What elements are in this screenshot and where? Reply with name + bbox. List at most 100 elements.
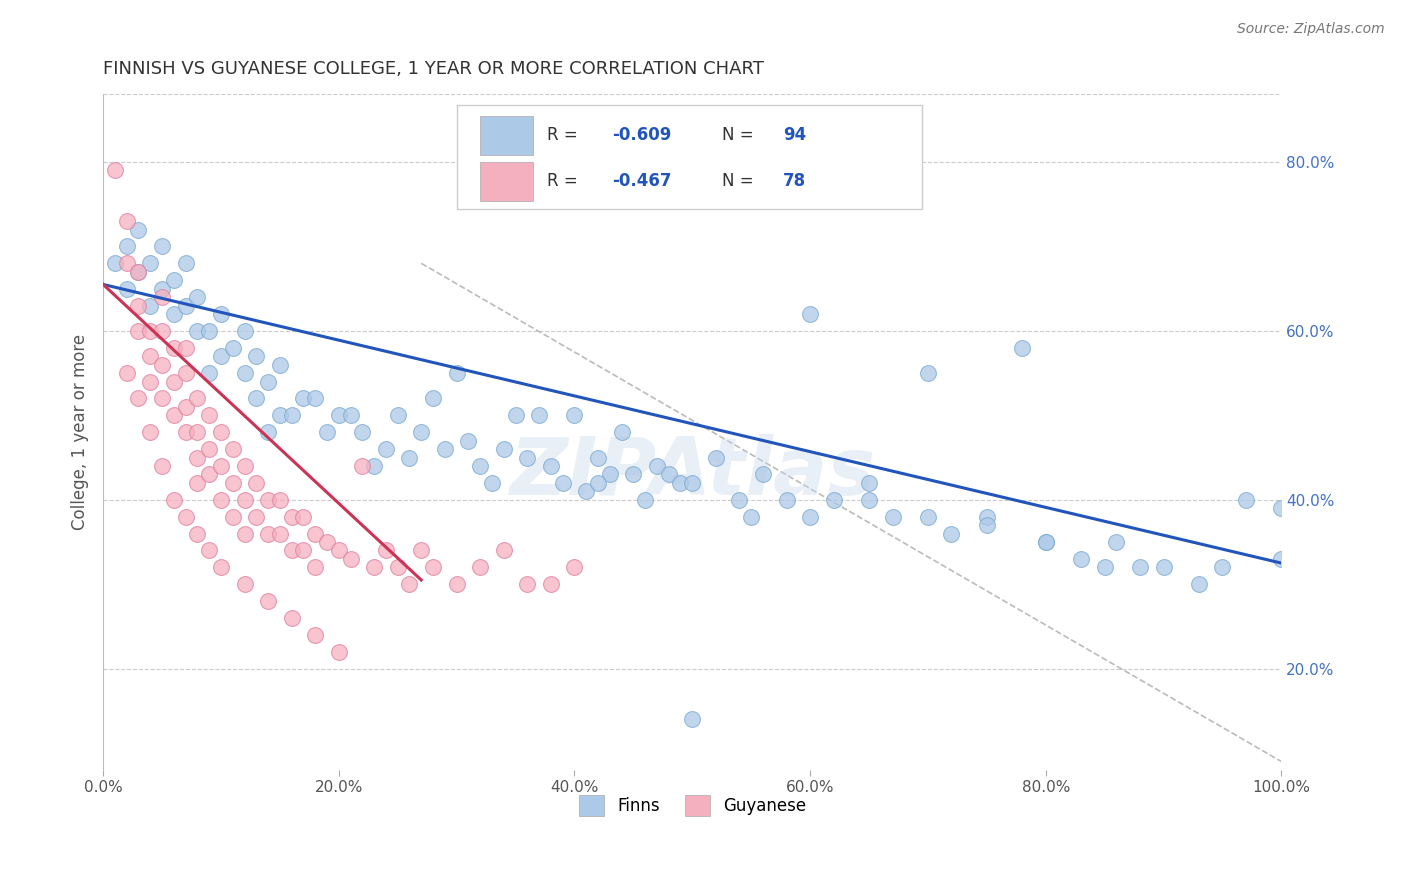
Point <box>139 425 162 440</box>
Point <box>339 552 361 566</box>
Point <box>150 324 173 338</box>
Point <box>269 526 291 541</box>
Point <box>209 307 232 321</box>
Point <box>669 475 692 490</box>
Point <box>222 442 245 456</box>
Point <box>186 392 208 406</box>
Point <box>422 560 444 574</box>
Point <box>139 256 162 270</box>
Point <box>186 475 208 490</box>
FancyBboxPatch shape <box>457 104 922 210</box>
Point <box>280 509 302 524</box>
Point <box>127 299 149 313</box>
Point <box>257 492 280 507</box>
Point <box>470 458 492 473</box>
Point <box>516 577 538 591</box>
Point <box>233 366 256 380</box>
Point <box>292 392 315 406</box>
Point <box>198 409 221 423</box>
Point <box>198 366 221 380</box>
Point <box>387 409 409 423</box>
Point <box>127 324 149 338</box>
Point <box>492 543 515 558</box>
Point <box>304 628 326 642</box>
Point <box>115 256 138 270</box>
Point <box>163 409 186 423</box>
Point <box>198 442 221 456</box>
Point <box>222 341 245 355</box>
Legend: Finns, Guyanese: Finns, Guyanese <box>572 789 813 822</box>
Point <box>352 458 374 473</box>
Point <box>316 425 339 440</box>
Point <box>681 712 703 726</box>
Point <box>198 543 221 558</box>
Point <box>115 282 138 296</box>
Point <box>374 442 396 456</box>
Point <box>280 611 302 625</box>
Point <box>352 425 374 440</box>
Point <box>292 543 315 558</box>
Point <box>139 375 162 389</box>
Point <box>245 349 267 363</box>
Point <box>681 475 703 490</box>
Point <box>339 409 361 423</box>
Point <box>1234 492 1257 507</box>
Point <box>387 560 409 574</box>
Point <box>233 458 256 473</box>
Point <box>198 324 221 338</box>
FancyBboxPatch shape <box>481 161 533 201</box>
Point <box>186 324 208 338</box>
Point <box>174 256 197 270</box>
Point <box>150 282 173 296</box>
Point <box>527 409 550 423</box>
Point <box>1035 535 1057 549</box>
Point <box>704 450 727 465</box>
Point <box>1070 552 1092 566</box>
Point <box>139 299 162 313</box>
Point <box>139 349 162 363</box>
Point <box>257 375 280 389</box>
Point <box>233 492 256 507</box>
Point <box>163 341 186 355</box>
Point <box>245 475 267 490</box>
Point <box>115 214 138 228</box>
Point <box>104 163 127 178</box>
Point <box>163 273 186 287</box>
Point <box>858 492 880 507</box>
Point <box>328 409 350 423</box>
Point <box>115 366 138 380</box>
Point <box>174 400 197 414</box>
Point <box>174 341 197 355</box>
Point <box>115 239 138 253</box>
Point <box>257 425 280 440</box>
Point <box>209 349 232 363</box>
Point <box>457 434 479 448</box>
Point <box>269 492 291 507</box>
Point <box>610 425 633 440</box>
Text: R =: R = <box>547 172 583 190</box>
Point <box>269 409 291 423</box>
Point <box>150 239 173 253</box>
Point <box>621 467 644 482</box>
Point <box>280 409 302 423</box>
Point <box>446 366 468 380</box>
Point <box>823 492 845 507</box>
Point <box>433 442 456 456</box>
Point <box>163 375 186 389</box>
Text: 94: 94 <box>783 127 806 145</box>
Point <box>245 392 267 406</box>
Point <box>280 543 302 558</box>
Point <box>470 560 492 574</box>
Point <box>233 324 256 338</box>
Point <box>976 509 998 524</box>
Point <box>411 425 433 440</box>
Point <box>645 458 668 473</box>
Point <box>1270 501 1292 516</box>
Text: -0.609: -0.609 <box>612 127 672 145</box>
FancyBboxPatch shape <box>481 116 533 155</box>
Point <box>1094 560 1116 574</box>
Point <box>363 458 385 473</box>
Point <box>150 392 173 406</box>
Point <box>150 290 173 304</box>
Point <box>1105 535 1128 549</box>
